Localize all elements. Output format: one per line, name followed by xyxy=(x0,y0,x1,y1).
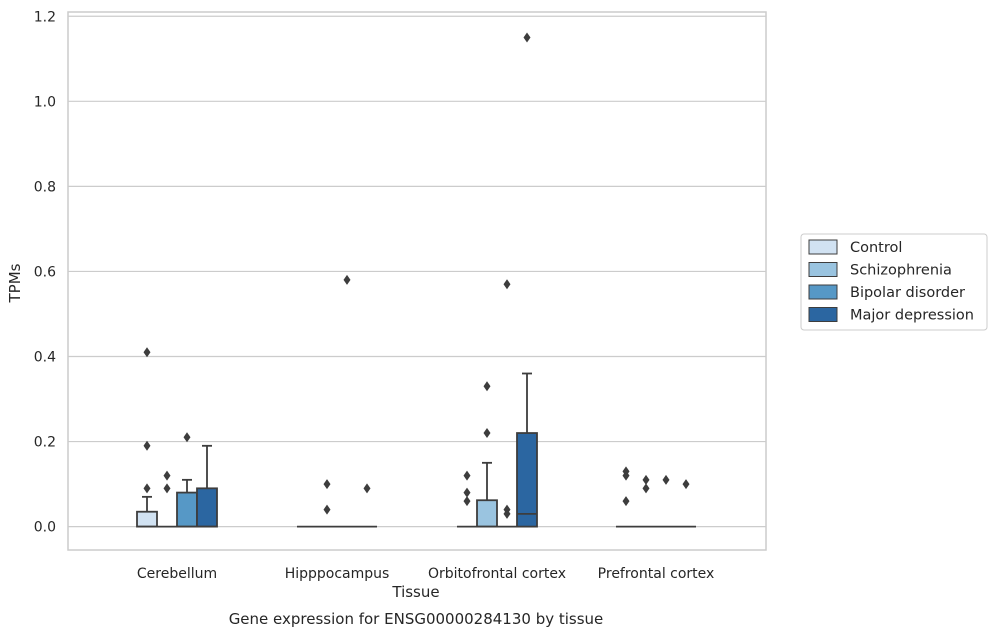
outlier-point xyxy=(682,479,690,490)
legend-label: Schizophrenia xyxy=(850,263,952,279)
chart-caption: Gene expression for ENSG00000284130 by t… xyxy=(229,610,604,628)
outlier-point xyxy=(363,483,371,494)
legend: Control Schizophrenia Bipolar disorder Majo… xyxy=(800,233,988,331)
outlier-point xyxy=(323,479,331,490)
outlier-point xyxy=(183,432,191,443)
y-axis-label: TPMs xyxy=(6,263,24,303)
x-tick-label: Hipppocampus xyxy=(285,566,390,582)
box-body xyxy=(196,487,218,528)
outlier-point xyxy=(343,274,351,285)
y-tick-label: 0.2 xyxy=(34,435,56,451)
outlier-point xyxy=(483,381,491,392)
x-tick-label: Cerebellum xyxy=(137,566,217,582)
legend-swatch xyxy=(808,307,838,322)
box-bipolar-disorder xyxy=(176,478,198,528)
outliers xyxy=(143,32,690,519)
box-body xyxy=(476,499,498,528)
y-tick-label: 0.6 xyxy=(34,264,56,280)
legend-frame xyxy=(800,233,988,331)
outlier-point xyxy=(483,428,491,439)
legend-swatch xyxy=(808,284,838,300)
outlier-point xyxy=(463,487,471,498)
y-tick-label: 0.8 xyxy=(34,179,56,195)
plot-area-frame xyxy=(67,11,767,551)
box-body xyxy=(176,491,198,528)
outlier-point xyxy=(163,483,171,494)
outlier-point xyxy=(503,279,511,290)
outlier-point xyxy=(622,466,630,477)
x-tick-label: Orbitofrontal cortex xyxy=(428,566,566,582)
outlier-point xyxy=(642,474,650,485)
outlier-point xyxy=(662,474,670,485)
y-axis-ticks: 0.0 0.2 0.4 0.6 0.8 1.0 1.2 xyxy=(34,9,56,535)
outlier-point xyxy=(463,470,471,481)
y-tick-label: 1.2 xyxy=(34,9,56,25)
outlier-point xyxy=(642,483,650,494)
outlier-point xyxy=(143,440,151,451)
x-tick-label: Prefrontal cortex xyxy=(598,566,715,582)
box-schizophrenia xyxy=(476,461,498,528)
outlier-point xyxy=(463,496,471,507)
box-major-depression xyxy=(516,372,538,528)
outlier-point xyxy=(622,496,630,507)
boxes xyxy=(136,372,696,528)
legend-label: Bipolar disorder xyxy=(850,285,965,301)
legend-label: Control xyxy=(850,240,902,256)
box-body xyxy=(136,510,158,528)
outlier-point xyxy=(143,347,151,358)
y-tick-label: 0.0 xyxy=(34,520,56,536)
box-control xyxy=(136,495,158,528)
outlier-point xyxy=(163,470,171,481)
box-body xyxy=(516,432,538,528)
outlier-point xyxy=(503,504,511,515)
legend-label: Major depression xyxy=(850,308,974,324)
box-major-depression xyxy=(196,444,218,528)
outlier-point xyxy=(523,32,531,43)
outlier-point xyxy=(143,483,151,494)
x-axis-ticks: Cerebellum Hipppocampus Orbitofrontal cort… xyxy=(137,566,714,582)
gridlines xyxy=(68,15,766,528)
x-axis-label: Tissue xyxy=(391,583,439,601)
legend-swatch xyxy=(808,262,838,277)
outlier-point xyxy=(323,504,331,515)
legend-swatch xyxy=(808,239,838,255)
y-tick-label: 1.0 xyxy=(34,94,56,110)
y-tick-label: 0.4 xyxy=(34,349,56,365)
